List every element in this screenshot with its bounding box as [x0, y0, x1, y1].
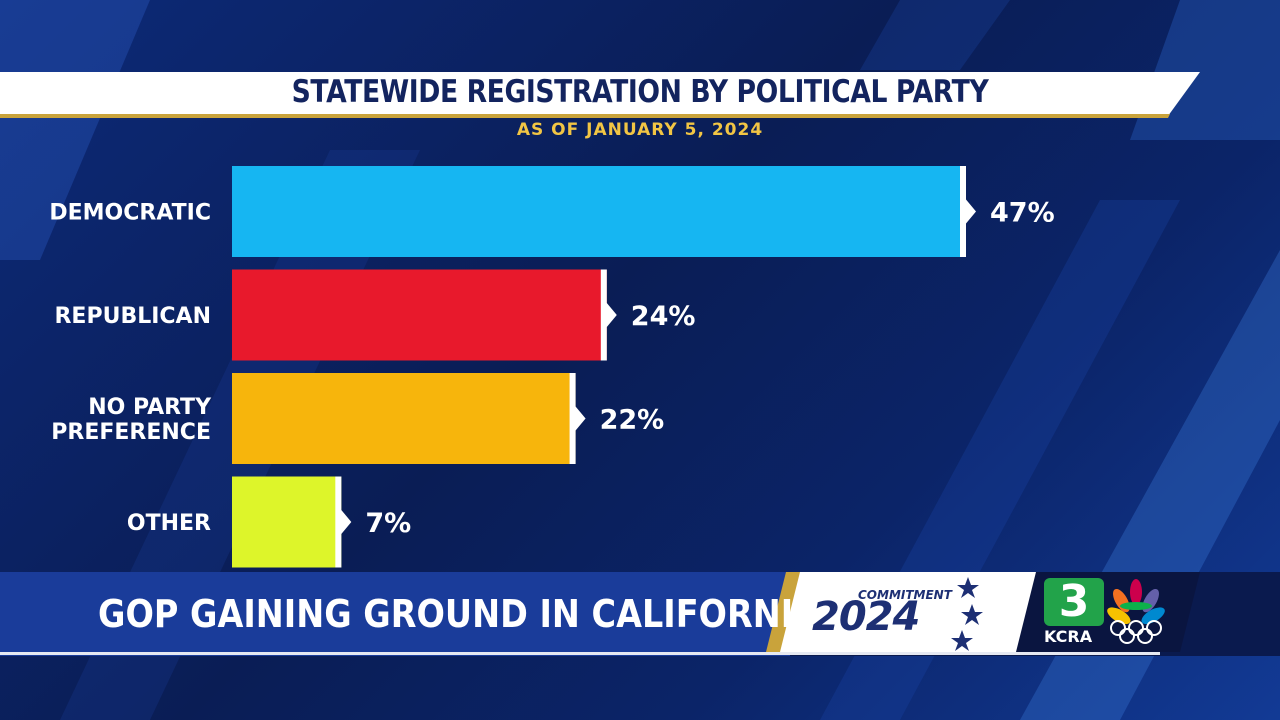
headline: GOP GAINING GROUND IN CALIFORNIA	[98, 592, 820, 636]
commitment-logo-year: 2024	[812, 594, 920, 640]
bar-end-cap-1	[600, 269, 617, 361]
bar-3	[232, 476, 342, 568]
station-call-letters: KCRA	[1044, 627, 1093, 646]
category-label-2-line-0: NO PARTY	[88, 395, 212, 420]
value-label-2: 22%	[600, 405, 665, 436]
chart-title: STATEWIDE REGISTRATION BY POLITICAL PART…	[291, 74, 989, 110]
chart-subtitle: AS OF JANUARY 5, 2024	[516, 120, 764, 140]
bar-0	[232, 166, 966, 257]
bar-1	[232, 269, 607, 361]
bar-end-cap-2	[569, 373, 586, 464]
title-banner	[0, 72, 1280, 120]
station-number-logo: 3	[1044, 578, 1104, 626]
bar-2	[232, 373, 576, 464]
bar-end-cap-0	[960, 166, 976, 257]
category-label-2-line-1: PREFERENCE	[51, 420, 211, 445]
category-label-3: OTHER	[127, 511, 211, 536]
bar-end-cap-3	[335, 476, 352, 568]
value-label-0: 47%	[990, 198, 1055, 229]
commitment-logo-word: COMMITMENT	[858, 588, 952, 602]
value-label-3: 7%	[365, 508, 411, 539]
category-label-0: DEMOCRATIC	[49, 201, 211, 226]
value-label-1: 24%	[631, 301, 696, 332]
category-label-1: REPUBLICAN	[54, 304, 211, 329]
